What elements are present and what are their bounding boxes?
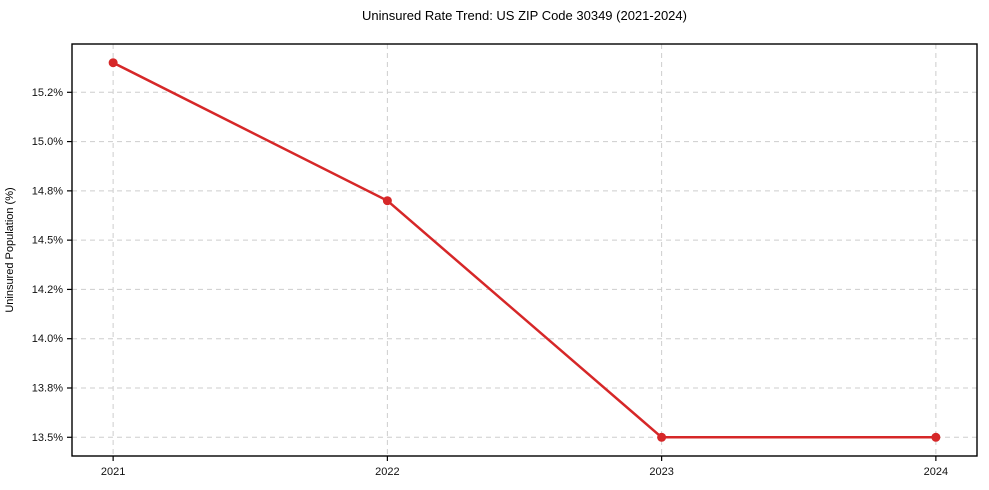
y-tick-label: 14.2% <box>32 284 63 296</box>
plot-border <box>71 43 978 457</box>
chart-title: Uninsured Rate Trend: US ZIP Code 30349 … <box>362 8 687 23</box>
y-axis-label: Uninsured Population (%) <box>4 187 16 313</box>
y-tick-label: 14.0% <box>32 333 63 345</box>
y-tick-label: 15.2% <box>32 87 63 99</box>
data-point <box>108 58 118 68</box>
trend-line <box>111 61 938 439</box>
x-tick-label: 2024 <box>924 466 948 478</box>
y-tick-label: 14.8% <box>32 185 63 197</box>
y-tick-label: 14.5% <box>32 235 63 247</box>
y-tick-label: 13.5% <box>32 432 63 444</box>
data-point <box>657 432 667 442</box>
y-tick-label: 13.8% <box>32 382 63 394</box>
x-tick-label: 2023 <box>649 466 673 478</box>
x-tick-label: 2022 <box>375 466 399 478</box>
y-tick-label: 15.0% <box>32 136 63 148</box>
data-point <box>382 196 392 206</box>
x-tick-label: 2021 <box>101 466 125 478</box>
data-point <box>931 432 941 442</box>
